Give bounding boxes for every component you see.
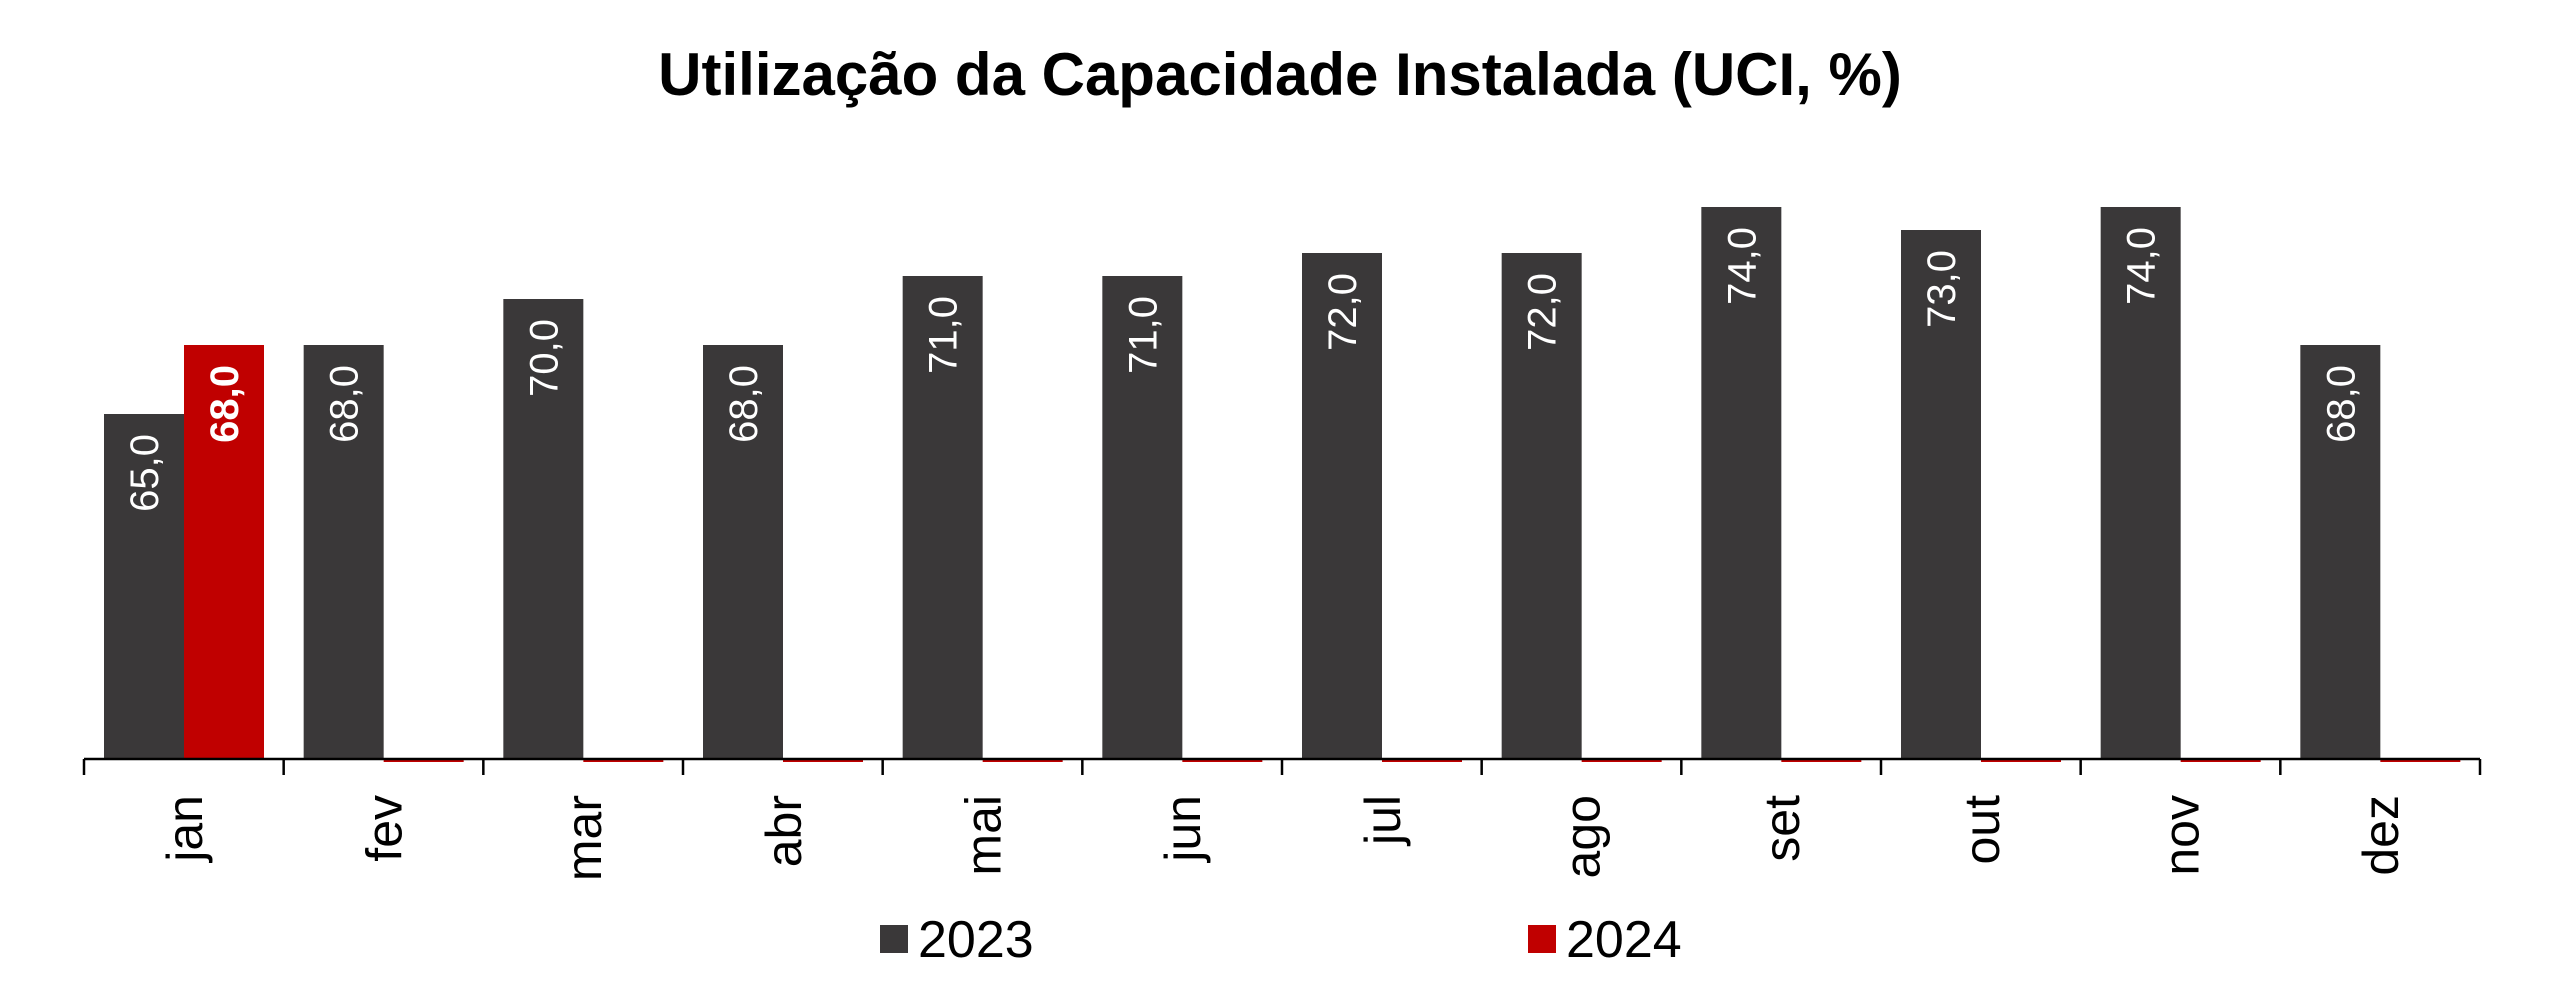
- data-label-2023-nov: 74,0: [2120, 227, 2164, 305]
- data-label-2023-abr: 68,0: [722, 365, 766, 443]
- bar-2023-set: [1701, 207, 1782, 759]
- bar-2023-jul: [1302, 253, 1382, 759]
- x-tick-label-mai: mai: [956, 795, 1012, 876]
- data-label-2023-jun: 71,0: [1121, 296, 1165, 374]
- bar-2024-jan: [184, 345, 264, 759]
- x-tick-label-jul: jul: [1355, 795, 1411, 847]
- bar-2023-fev: [303, 345, 384, 759]
- data-label-2023-jul: 72,0: [1321, 273, 1365, 351]
- legend-label-2023: 2023: [918, 911, 1034, 969]
- x-tick-label-abr: abr: [756, 795, 812, 867]
- legend: 2023 2024: [880, 911, 1682, 969]
- bar-2023-dez: [2300, 345, 2381, 759]
- x-tick-label-mar: mar: [556, 795, 612, 881]
- data-label-2023-jan: 65,0: [123, 434, 167, 512]
- x-tick-label-nov: nov: [2154, 795, 2210, 876]
- x-tick-label-jan: jan: [157, 795, 213, 864]
- bar-2023-ago: [1501, 253, 1582, 759]
- x-tick-label-fev: fev: [357, 795, 413, 862]
- legend-swatch-2024: [1528, 925, 1556, 953]
- bar-2023-abr: [703, 345, 783, 759]
- bar-2023-nov: [2100, 207, 2181, 759]
- data-label-2023-ago: 72,0: [1521, 273, 1565, 351]
- x-tick-label-set: set: [1754, 795, 1810, 862]
- data-label-2023-dez: 68,0: [2319, 365, 2363, 443]
- x-tick-label-jun: jun: [1155, 795, 1211, 864]
- x-tick-label-dez: dez: [2353, 795, 2409, 876]
- data-label-2023-set: 74,0: [1720, 227, 1764, 305]
- legend-label-2024: 2024: [1566, 911, 1682, 969]
- x-tick-label-out: out: [1954, 795, 2010, 865]
- data-label-2023-mar: 70,0: [522, 319, 566, 397]
- data-label-2024-jan: 68,0: [203, 365, 247, 443]
- x-tick-label-ago: ago: [1555, 795, 1611, 878]
- bar-2023-out: [1901, 230, 1981, 759]
- bar-2023-mai: [902, 276, 983, 759]
- legend-swatch-2023: [880, 925, 908, 953]
- bar-2023-jun: [1102, 276, 1183, 759]
- chart-title: Utilização da Capacidade Instalada (UCI,…: [658, 41, 1902, 108]
- bar-2023-mar: [503, 299, 584, 759]
- data-label-2023-mai: 71,0: [922, 296, 966, 374]
- data-label-2023-fev: 68,0: [323, 365, 367, 443]
- bar-2023-jan: [104, 414, 184, 759]
- data-label-2023-out: 73,0: [1920, 250, 1964, 328]
